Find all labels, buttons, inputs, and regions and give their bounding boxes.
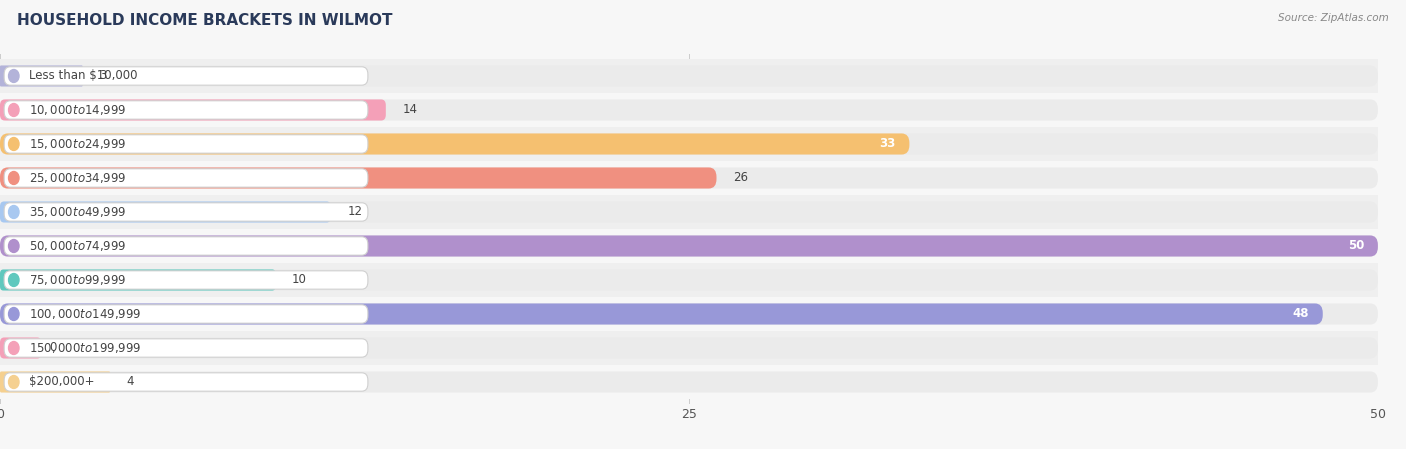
- FancyBboxPatch shape: [0, 304, 1378, 325]
- Text: Source: ZipAtlas.com: Source: ZipAtlas.com: [1278, 13, 1389, 23]
- FancyBboxPatch shape: [0, 304, 1323, 325]
- Text: 33: 33: [879, 137, 896, 150]
- Bar: [0, 229, 1378, 263]
- FancyBboxPatch shape: [4, 203, 368, 221]
- FancyBboxPatch shape: [0, 235, 1378, 256]
- Text: $200,000+: $200,000+: [30, 375, 94, 388]
- Circle shape: [8, 70, 20, 83]
- FancyBboxPatch shape: [4, 169, 368, 187]
- FancyBboxPatch shape: [0, 167, 717, 189]
- Bar: [0, 263, 1378, 297]
- FancyBboxPatch shape: [0, 66, 1378, 87]
- Text: $150,000 to $199,999: $150,000 to $199,999: [30, 341, 142, 355]
- Bar: [0, 365, 1378, 399]
- FancyBboxPatch shape: [0, 269, 1378, 291]
- Text: 12: 12: [347, 206, 363, 219]
- FancyBboxPatch shape: [4, 271, 368, 289]
- FancyBboxPatch shape: [0, 202, 1378, 223]
- Text: 4: 4: [127, 375, 134, 388]
- Bar: [0, 331, 1378, 365]
- Bar: [0, 59, 1378, 93]
- Text: $25,000 to $34,999: $25,000 to $34,999: [30, 171, 127, 185]
- Circle shape: [8, 104, 20, 116]
- FancyBboxPatch shape: [0, 202, 330, 223]
- Text: 0: 0: [49, 342, 58, 355]
- Text: $100,000 to $149,999: $100,000 to $149,999: [30, 307, 142, 321]
- Circle shape: [8, 239, 20, 252]
- Text: $35,000 to $49,999: $35,000 to $49,999: [30, 205, 127, 219]
- Circle shape: [8, 308, 20, 321]
- Text: HOUSEHOLD INCOME BRACKETS IN WILMOT: HOUSEHOLD INCOME BRACKETS IN WILMOT: [17, 13, 392, 28]
- FancyBboxPatch shape: [4, 305, 368, 323]
- Text: $10,000 to $14,999: $10,000 to $14,999: [30, 103, 127, 117]
- FancyBboxPatch shape: [4, 237, 368, 255]
- Circle shape: [8, 137, 20, 150]
- FancyBboxPatch shape: [4, 339, 368, 357]
- FancyBboxPatch shape: [0, 66, 83, 87]
- FancyBboxPatch shape: [0, 99, 1378, 120]
- FancyBboxPatch shape: [4, 67, 368, 85]
- FancyBboxPatch shape: [0, 371, 1378, 392]
- Text: 26: 26: [733, 172, 748, 185]
- Bar: [0, 297, 1378, 331]
- Circle shape: [8, 342, 20, 354]
- Bar: [0, 195, 1378, 229]
- Circle shape: [8, 172, 20, 185]
- FancyBboxPatch shape: [0, 269, 276, 291]
- FancyBboxPatch shape: [4, 373, 368, 391]
- Text: $15,000 to $24,999: $15,000 to $24,999: [30, 137, 127, 151]
- Text: 48: 48: [1292, 308, 1309, 321]
- FancyBboxPatch shape: [0, 167, 1378, 189]
- Text: 14: 14: [402, 103, 418, 116]
- Bar: [0, 161, 1378, 195]
- FancyBboxPatch shape: [0, 338, 41, 359]
- Text: 50: 50: [1348, 239, 1364, 252]
- FancyBboxPatch shape: [0, 338, 1378, 359]
- Bar: [0, 127, 1378, 161]
- Text: $50,000 to $74,999: $50,000 to $74,999: [30, 239, 127, 253]
- Text: 3: 3: [100, 70, 107, 83]
- Text: Less than $10,000: Less than $10,000: [30, 70, 138, 83]
- Circle shape: [8, 206, 20, 219]
- FancyBboxPatch shape: [0, 371, 110, 392]
- Bar: [0, 93, 1378, 127]
- Text: 10: 10: [292, 273, 307, 286]
- Circle shape: [8, 273, 20, 286]
- FancyBboxPatch shape: [0, 133, 1378, 154]
- FancyBboxPatch shape: [0, 133, 910, 154]
- FancyBboxPatch shape: [4, 101, 368, 119]
- Text: $75,000 to $99,999: $75,000 to $99,999: [30, 273, 127, 287]
- FancyBboxPatch shape: [0, 235, 1378, 256]
- Circle shape: [8, 375, 20, 388]
- FancyBboxPatch shape: [4, 135, 368, 153]
- FancyBboxPatch shape: [0, 99, 385, 120]
